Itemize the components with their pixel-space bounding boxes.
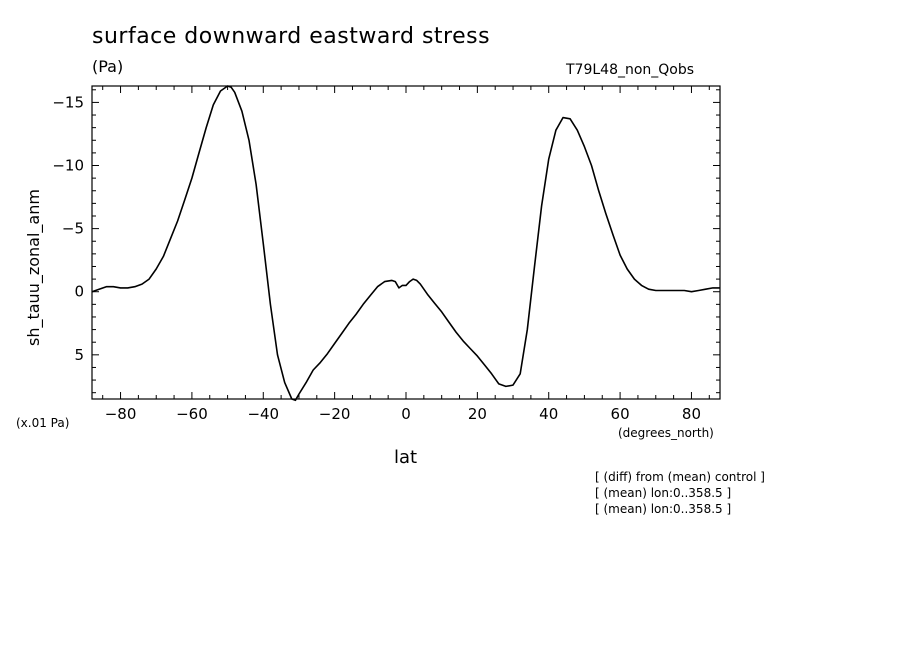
x-tick-label: 0 (401, 405, 411, 423)
axis-tick-labels: −80 −60 −40 −20 0 20 40 60 80 −15 −10 −5 0 5 (52, 93, 701, 423)
scale-note: (x.01 Pa) (16, 416, 70, 430)
note-line: [ (diff) from (mean) control ] (595, 470, 765, 484)
x-tick-label: −80 (105, 405, 137, 423)
units-label: (Pa) (92, 57, 124, 76)
x-tick-label: −20 (319, 405, 351, 423)
run-label: T79L48_non_Qobs (566, 62, 695, 78)
plot-frame (91, 85, 721, 400)
y-tick-label: 5 (74, 346, 84, 364)
y-axis-label: sh_tauu_zonal_anm (24, 189, 43, 346)
x-tick-label: 60 (611, 405, 630, 423)
x-tick-label: −60 (176, 405, 208, 423)
note-line: [ (mean) lon:0..358.5 ] (595, 502, 732, 516)
x-tick-label: 40 (539, 405, 558, 423)
data-line (91, 85, 720, 402)
x-tick-label: −40 (247, 405, 279, 423)
chart-title: surface downward eastward stress (92, 24, 491, 49)
note-line: [ (mean) lon:0..358.5 ] (595, 486, 732, 500)
y-tick-label: 0 (74, 283, 84, 301)
x-axis-unit: (degrees_north) (618, 426, 714, 440)
axis-ticks (92, 86, 720, 399)
x-tick-label: 20 (468, 405, 487, 423)
x-tick-label: 80 (682, 405, 701, 423)
x-axis-label: lat (394, 447, 418, 468)
y-tick-label: −10 (52, 157, 84, 175)
y-tick-label: −15 (52, 93, 84, 111)
y-tick-label: −5 (62, 220, 84, 238)
